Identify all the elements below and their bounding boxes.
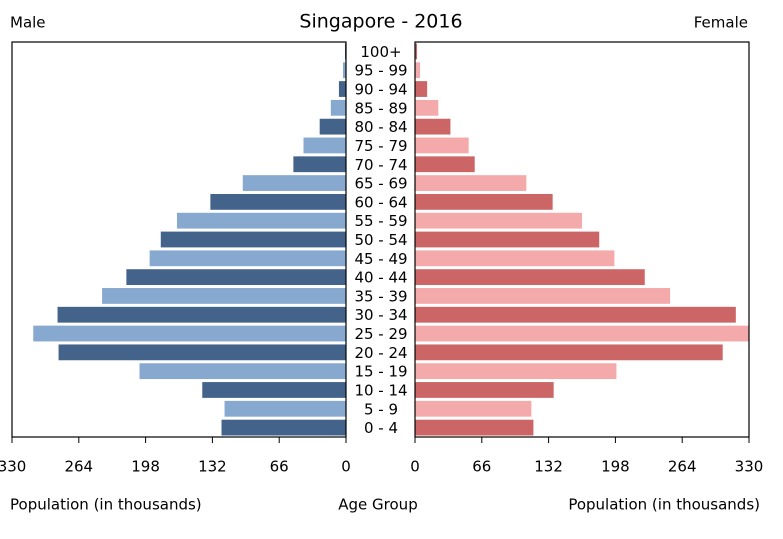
category-label: 30 - 34 [354,306,407,324]
bar [415,306,736,323]
bar [149,250,346,267]
category-label: 5 - 9 [364,400,398,418]
bar [224,400,346,417]
chart-title: Singapore - 2016 [299,11,462,33]
bar [415,344,723,361]
x-tick-label: 264 [668,458,697,476]
left-label: Male [10,14,46,32]
x-axis-label: Population (in thousands) [568,496,760,514]
category-label: 20 - 24 [354,344,407,362]
x-tick-label: 264 [64,458,93,476]
category-label: 90 - 94 [354,81,407,99]
bar [176,212,346,229]
bar [415,118,451,135]
bar [338,81,346,97]
bar [202,382,346,398]
bar [415,269,645,286]
bar [415,43,418,60]
category-label: 100+ [360,43,401,61]
bar [58,344,346,361]
category-label: 95 - 99 [354,62,407,80]
category-label: 0 - 4 [364,419,398,437]
bar [415,231,600,248]
bar [221,419,346,436]
bar [102,288,346,304]
bar [126,269,347,286]
x-tick-label: 198 [131,458,160,476]
x-tick-label: 198 [601,458,630,476]
right-label: Female [694,14,748,32]
category-label: 15 - 19 [354,363,407,381]
x-tick-label: 66 [270,458,289,476]
bar [415,382,554,398]
category-label: 50 - 54 [354,231,407,249]
bar [210,193,346,210]
category-label: 60 - 64 [354,193,407,211]
bar [415,288,671,304]
category-label: 65 - 69 [354,175,407,193]
category-label: 55 - 59 [354,212,407,230]
plot-frame [414,41,750,438]
bar [33,325,346,342]
plot-frame [11,41,347,438]
bar [415,212,582,229]
bar [342,62,346,79]
category-label: 80 - 84 [354,118,407,136]
bar [415,156,475,173]
category-label: 25 - 29 [354,325,407,343]
bar [415,363,617,380]
category-label: 45 - 49 [354,250,407,268]
bar [330,99,346,116]
bar [415,193,553,210]
bar [415,175,527,191]
bar [415,137,469,154]
category-label: 35 - 39 [354,287,407,305]
bar [242,175,346,191]
center-label: Age Group [338,496,417,514]
category-label: 75 - 79 [354,137,407,155]
bar [57,306,346,323]
bar [415,99,439,116]
category-label: 10 - 14 [354,381,407,399]
x-tick-label: 132 [534,458,563,476]
bar [415,400,532,417]
x-tick-label: 0 [410,458,420,476]
bar [139,363,346,380]
x-axis-label: Population (in thousands) [10,496,202,514]
bar [415,250,615,267]
x-tick-label: 330 [735,458,764,476]
bar [160,231,346,248]
x-tick-label: 66 [472,458,491,476]
category-label: 40 - 44 [354,269,407,287]
bar [303,137,346,154]
category-label: 70 - 74 [354,156,407,174]
bar [415,62,421,79]
x-tick-label: 132 [198,458,227,476]
bar [293,156,346,173]
bar [415,325,749,342]
bar [415,419,534,436]
x-tick-label: 330 [0,458,26,476]
x-tick-label: 0 [341,458,351,476]
bar [415,81,428,97]
category-label: 85 - 89 [354,99,407,117]
bar [319,118,346,135]
